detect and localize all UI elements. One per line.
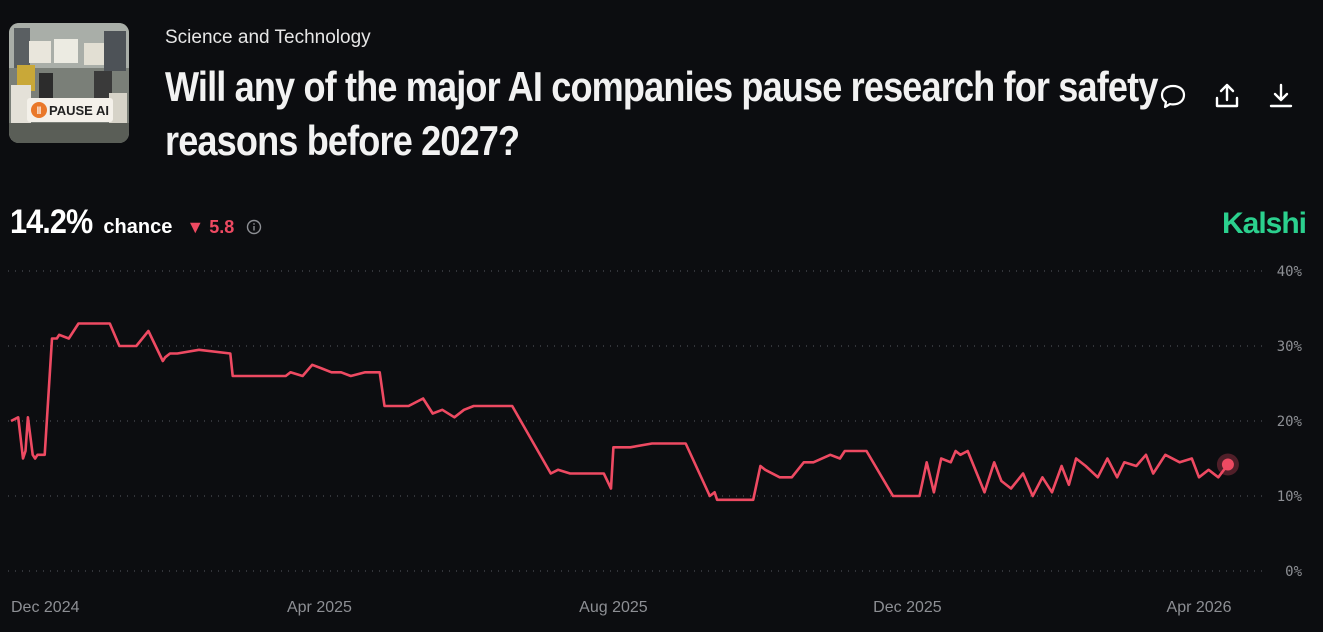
- probability-line: [10, 322, 1229, 502]
- x-tick-label: Dec 2025: [873, 599, 942, 616]
- y-tick-label: 30%: [1277, 339, 1303, 355]
- x-tick-label: Apr 2026: [1167, 599, 1232, 616]
- change-value: ▼ 5.8: [186, 217, 234, 238]
- title-line-2: reasons before 2027?: [165, 117, 520, 164]
- download-button[interactable]: [1265, 80, 1297, 112]
- title-line-1: Will any of the major AI companies pause…: [165, 63, 1158, 110]
- download-icon: [1269, 83, 1293, 108]
- share-button[interactable]: [1211, 80, 1243, 112]
- share-icon: [1215, 83, 1239, 108]
- chance-label: chance: [103, 216, 173, 238]
- svg-text:‖: ‖: [37, 106, 42, 117]
- y-tick-label: 20%: [1277, 414, 1303, 430]
- y-tick-label: 10%: [1277, 489, 1303, 505]
- current-point: [1221, 458, 1234, 471]
- y-tick-label: 40%: [1277, 264, 1303, 280]
- category-label[interactable]: Science and Technology: [165, 27, 371, 48]
- x-tick-label: Dec 2024: [11, 599, 80, 616]
- x-tick-label: Apr 2025: [287, 599, 352, 616]
- x-tick-label: Aug 2025: [579, 599, 648, 616]
- triangle-down-icon: ▼: [186, 217, 205, 237]
- probability-summary: 14.2% chance ▼ 5.8: [10, 203, 262, 242]
- action-bar: [1157, 80, 1297, 112]
- info-icon[interactable]: [246, 219, 262, 240]
- change-amount: 5.8: [209, 217, 235, 237]
- market-title: Will any of the major AI companies pause…: [165, 60, 1158, 168]
- thumbnail-logo-text: PAUSE AI: [49, 103, 109, 118]
- probability-value: 14.2%: [10, 203, 93, 241]
- comment-button[interactable]: [1157, 80, 1189, 112]
- market-thumbnail: ‖ PAUSE AI: [9, 23, 129, 143]
- comment-icon: [1160, 84, 1186, 109]
- brand-logo[interactable]: Kalshi: [1221, 207, 1307, 240]
- price-chart: 0% 10% 20% 30% 40% Dec 2024 Apr 2025 Aug 2025 D…: [8, 264, 1303, 616]
- y-tick-label: 0%: [1285, 564, 1302, 580]
